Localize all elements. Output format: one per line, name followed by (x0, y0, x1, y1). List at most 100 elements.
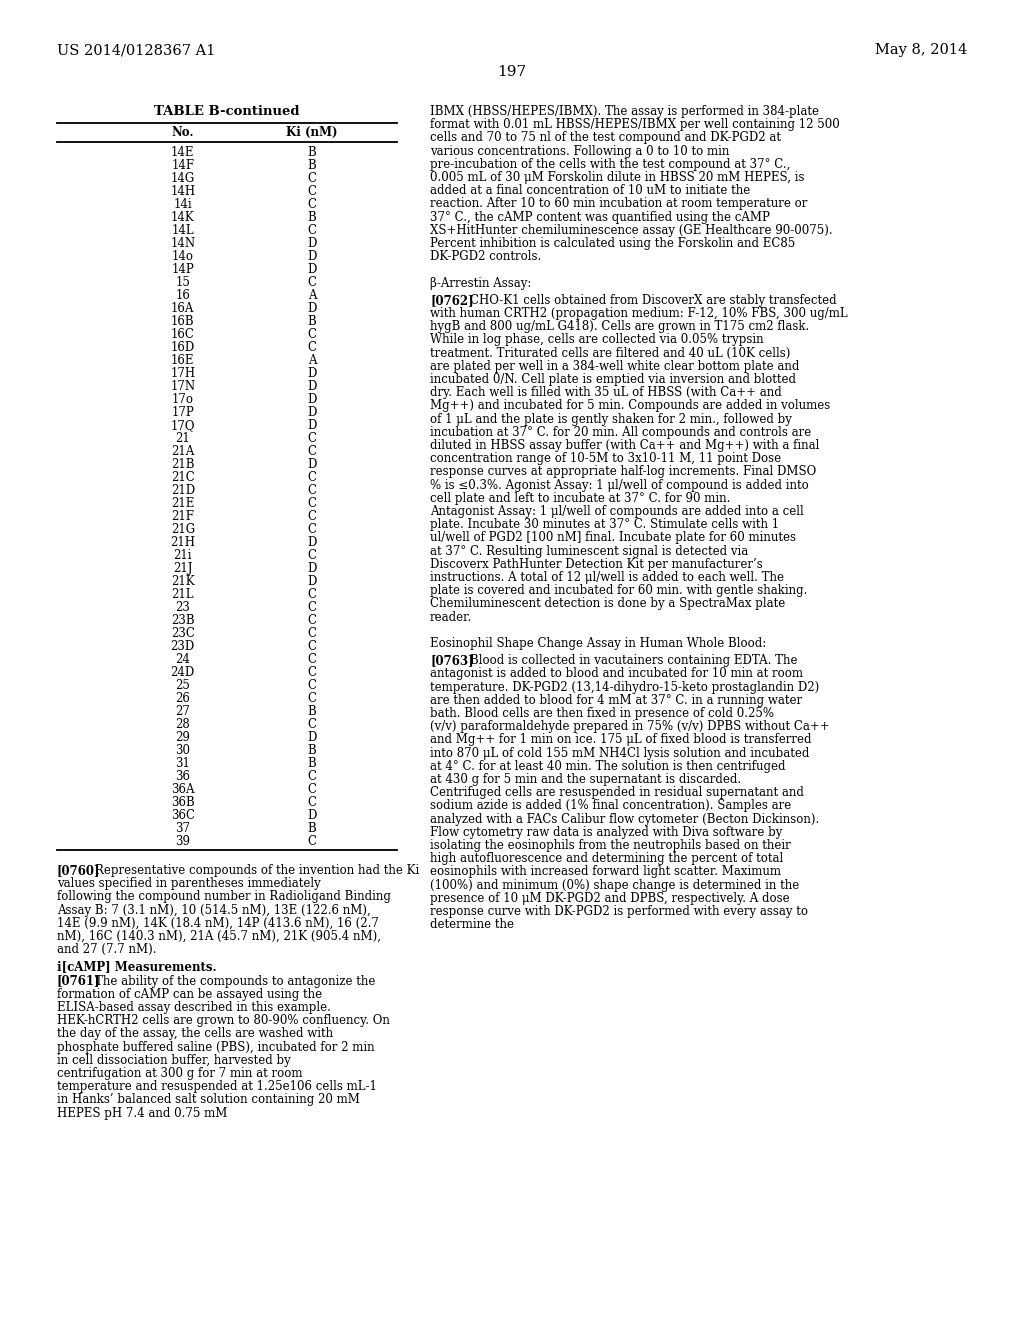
Text: 17Q: 17Q (171, 418, 195, 432)
Text: at 4° C. for at least 40 min. The solution is then centrifuged: at 4° C. for at least 40 min. The soluti… (430, 760, 785, 772)
Text: C: C (307, 678, 316, 692)
Text: 21i: 21i (173, 549, 193, 562)
Text: treatment. Triturated cells are filtered and 40 uL (10K cells): treatment. Triturated cells are filtered… (430, 347, 791, 359)
Text: format with 0.01 mL HBSS/HEPES/IBMX per well containing 12 500: format with 0.01 mL HBSS/HEPES/IBMX per … (430, 119, 840, 131)
Text: D: D (307, 809, 316, 822)
Text: D: D (307, 731, 316, 744)
Text: plate. Incubate 30 minutes at 37° C. Stimulate cells with 1: plate. Incubate 30 minutes at 37° C. Sti… (430, 519, 779, 531)
Text: bath. Blood cells are then fixed in presence of cold 0.25%: bath. Blood cells are then fixed in pres… (430, 708, 774, 719)
Text: 16: 16 (175, 289, 190, 302)
Text: and 27 (7.7 nM).: and 27 (7.7 nM). (57, 944, 157, 956)
Text: 14G: 14G (171, 172, 195, 185)
Text: 30: 30 (175, 744, 190, 756)
Text: C: C (307, 796, 316, 809)
Text: 39: 39 (175, 836, 190, 847)
Text: May 8, 2014: May 8, 2014 (874, 44, 967, 57)
Text: D: D (307, 458, 316, 471)
Text: Eosinophil Shape Change Assay in Human Whole Blood:: Eosinophil Shape Change Assay in Human W… (430, 638, 766, 649)
Text: of 1 μL and the plate is gently shaken for 2 min., followed by: of 1 μL and the plate is gently shaken f… (430, 413, 792, 425)
Text: 14i: 14i (173, 198, 193, 211)
Text: concentration range of 10-5M to 3x10-11 M, 11 point Dose: concentration range of 10-5M to 3x10-11 … (430, 453, 781, 465)
Text: Discoverx PathHunter Detection Kit per manufacturer’s: Discoverx PathHunter Detection Kit per m… (430, 558, 763, 570)
Text: A: A (308, 354, 316, 367)
Text: dry. Each well is filled with 35 uL of HBSS (with Ca++ and: dry. Each well is filled with 35 uL of H… (430, 387, 781, 399)
Text: B: B (307, 705, 316, 718)
Text: 21D: 21D (171, 484, 195, 498)
Text: reader.: reader. (430, 611, 472, 623)
Text: 21K: 21K (171, 576, 195, 587)
Text: 21A: 21A (171, 445, 195, 458)
Text: D: D (307, 302, 316, 315)
Text: C: C (307, 471, 316, 484)
Text: centrifugation at 300 g for 7 min at room: centrifugation at 300 g for 7 min at roo… (57, 1067, 302, 1080)
Text: C: C (307, 172, 316, 185)
Text: are then added to blood for 4 mM at 37° C. in a running water: are then added to blood for 4 mM at 37° … (430, 694, 802, 706)
Text: While in log phase, cells are collected via 0.05% trypsin: While in log phase, cells are collected … (430, 334, 764, 346)
Text: US 2014/0128367 A1: US 2014/0128367 A1 (57, 44, 215, 57)
Text: D: D (307, 407, 316, 418)
Text: A: A (308, 289, 316, 302)
Text: 16D: 16D (171, 341, 195, 354)
Text: 24D: 24D (171, 667, 195, 678)
Text: in Hanks’ balanced salt solution containing 20 mM: in Hanks’ balanced salt solution contain… (57, 1093, 359, 1106)
Text: analyzed with a FACs Calibur flow cytometer (Becton Dickinson).: analyzed with a FACs Calibur flow cytome… (430, 813, 819, 825)
Text: 15: 15 (175, 276, 190, 289)
Text: C: C (307, 276, 316, 289)
Text: 21J: 21J (173, 562, 193, 576)
Text: B: B (307, 756, 316, 770)
Text: phosphate buffered saline (PBS), incubated for 2 min: phosphate buffered saline (PBS), incubat… (57, 1040, 375, 1053)
Text: C: C (307, 783, 316, 796)
Text: eosinophils with increased forward light scatter. Maximum: eosinophils with increased forward light… (430, 866, 781, 878)
Text: 36A: 36A (171, 783, 195, 796)
Text: Mg++) and incubated for 5 min. Compounds are added in volumes: Mg++) and incubated for 5 min. Compounds… (430, 400, 830, 412)
Text: 28: 28 (175, 718, 190, 731)
Text: antagonist is added to blood and incubated for 10 min at room: antagonist is added to blood and incubat… (430, 668, 803, 680)
Text: HEPES pH 7.4 and 0.75 mM: HEPES pH 7.4 and 0.75 mM (57, 1106, 227, 1119)
Text: 23D: 23D (171, 640, 195, 653)
Text: 17P: 17P (171, 407, 195, 418)
Text: D: D (307, 536, 316, 549)
Text: C: C (307, 692, 316, 705)
Text: [0761]: [0761] (57, 974, 100, 987)
Text: added at a final concentration of 10 uM to initiate the: added at a final concentration of 10 uM … (430, 185, 751, 197)
Text: 14F: 14F (171, 158, 195, 172)
Text: C: C (307, 185, 316, 198)
Text: C: C (307, 498, 316, 510)
Text: temperature and resuspended at 1.25e106 cells mL-1: temperature and resuspended at 1.25e106 … (57, 1080, 377, 1093)
Text: 14E: 14E (171, 147, 195, 158)
Text: Ki (nM): Ki (nM) (287, 125, 338, 139)
Text: 0.005 mL of 30 μM Forskolin dilute in HBSS 20 mM HEPES, is: 0.005 mL of 30 μM Forskolin dilute in HB… (430, 172, 805, 183)
Text: 14N: 14N (170, 238, 196, 249)
Text: DK-PGD2 controls.: DK-PGD2 controls. (430, 251, 542, 263)
Text: 16B: 16B (171, 315, 195, 327)
Text: following the compound number in Radioligand Binding: following the compound number in Radioli… (57, 891, 391, 903)
Text: C: C (307, 770, 316, 783)
Text: response curves at appropriate half-log increments. Final DMSO: response curves at appropriate half-log … (430, 466, 816, 478)
Text: CHO-K1 cells obtained from DiscoverX are stably transfected: CHO-K1 cells obtained from DiscoverX are… (470, 294, 837, 306)
Text: 23: 23 (175, 601, 190, 614)
Text: (100%) and minimum (0%) shape change is determined in the: (100%) and minimum (0%) shape change is … (430, 879, 800, 891)
Text: B: B (307, 211, 316, 224)
Text: [0763]: [0763] (430, 655, 474, 667)
Text: 17o: 17o (172, 393, 194, 407)
Text: 16A: 16A (171, 302, 195, 315)
Text: in cell dissociation buffer, harvested by: in cell dissociation buffer, harvested b… (57, 1053, 291, 1067)
Text: plate is covered and incubated for 60 min. with gentle shaking.: plate is covered and incubated for 60 mi… (430, 585, 807, 597)
Text: 36: 36 (175, 770, 190, 783)
Text: 21L: 21L (172, 587, 195, 601)
Text: C: C (307, 327, 316, 341)
Text: 14H: 14H (170, 185, 196, 198)
Text: 21G: 21G (171, 523, 195, 536)
Text: are plated per well in a 384-well white clear bottom plate and: are plated per well in a 384-well white … (430, 360, 800, 372)
Text: 23C: 23C (171, 627, 195, 640)
Text: C: C (307, 341, 316, 354)
Text: B: B (307, 822, 316, 836)
Text: 16E: 16E (171, 354, 195, 367)
Text: at 37° C. Resulting luminescent signal is detected via: at 37° C. Resulting luminescent signal i… (430, 545, 749, 557)
Text: C: C (307, 836, 316, 847)
Text: Centrifuged cells are resuspended in residual supernatant and: Centrifuged cells are resuspended in res… (430, 787, 804, 799)
Text: C: C (307, 718, 316, 731)
Text: D: D (307, 393, 316, 407)
Text: D: D (307, 380, 316, 393)
Text: 14L: 14L (171, 224, 195, 238)
